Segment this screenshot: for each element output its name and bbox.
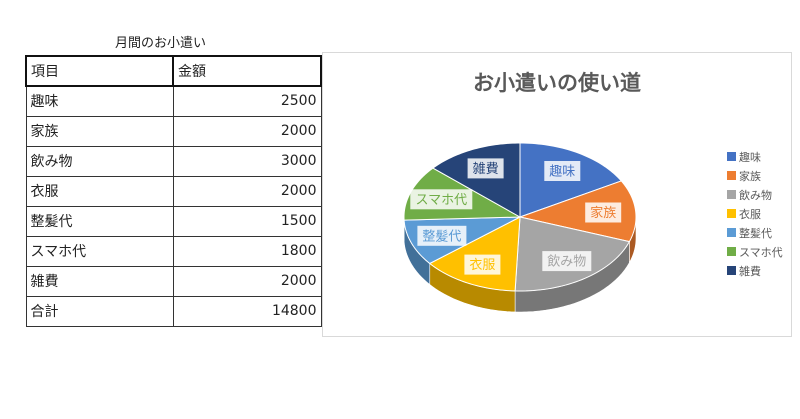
- table-row: 趣味 2500: [25, 85, 322, 117]
- legend-label: 雑費: [739, 264, 761, 278]
- cell-item[interactable]: 趣味: [25, 85, 174, 117]
- legend-item[interactable]: 衣服: [727, 204, 783, 223]
- cell-amount[interactable]: 2000: [172, 115, 322, 147]
- pie-slice-2[interactable]: [518, 180, 637, 243]
- label-box: [464, 254, 501, 275]
- pie-data-label: 家族: [585, 202, 622, 223]
- cell-amount[interactable]: 2000: [172, 175, 322, 207]
- cell-amount[interactable]: 1800: [172, 235, 322, 267]
- table-total-row: 合計 14800: [25, 295, 322, 327]
- legend-swatch: [727, 152, 736, 161]
- cell-amount[interactable]: 1500: [172, 205, 322, 237]
- cell-amount[interactable]: 3000: [172, 145, 322, 177]
- pie-data-label: 趣味: [544, 161, 581, 181]
- chart-title: お小遣いの使い道: [473, 71, 641, 95]
- label-box: [585, 202, 622, 223]
- header-item[interactable]: 項目: [25, 55, 174, 87]
- legend-swatch: [727, 247, 736, 256]
- table-row: 整髪代 1500: [25, 205, 322, 237]
- legend-label: 家族: [739, 169, 761, 183]
- cell-amount[interactable]: 2000: [172, 265, 322, 297]
- legend-swatch: [727, 266, 736, 275]
- pie-data-label: 雑費: [467, 158, 504, 179]
- legend-item[interactable]: 雑費: [727, 261, 783, 280]
- legend-label: 飲み物: [739, 188, 772, 202]
- label-text: 飲み物: [547, 254, 586, 270]
- total-label[interactable]: 合計: [25, 295, 174, 327]
- cell-item[interactable]: スマホ代: [25, 235, 174, 267]
- table-row: 衣服 2000: [25, 175, 322, 207]
- table-row: スマホ代 1800: [25, 235, 322, 267]
- table-row: 家族 2000: [25, 115, 322, 147]
- pie-data-label: 衣服: [464, 254, 501, 275]
- table-header-row: 項目 金額: [25, 55, 322, 87]
- label-box: [542, 251, 592, 272]
- pie-chart[interactable]: お小遣いの使い道 趣味 家族 飲み物 衣服 整髪代 スマホ代 雑費 趣味 家族 飲み物 衣服 整髪代…: [322, 52, 792, 337]
- label-box: [410, 189, 473, 210]
- legend-item[interactable]: 飲み物: [727, 185, 783, 204]
- cell-item[interactable]: 整髪代: [25, 205, 174, 237]
- label-text: スマホ代: [415, 193, 467, 208]
- cell-item[interactable]: 雑費: [25, 265, 174, 297]
- legend-label: 趣味: [739, 150, 761, 164]
- chart-legend: 趣味家族飲み物衣服整髪代スマホ代雑費: [727, 147, 783, 280]
- legend-label: 衣服: [739, 207, 761, 221]
- label-text: 趣味: [549, 165, 575, 180]
- header-amount[interactable]: 金額: [172, 55, 322, 87]
- legend-swatch: [727, 190, 736, 199]
- legend-item[interactable]: 家族: [727, 166, 783, 185]
- cell-amount[interactable]: 2500: [172, 85, 322, 117]
- table-row: 雑費 2000: [25, 265, 322, 297]
- cell-item[interactable]: 衣服: [25, 175, 174, 207]
- pie-data-label: スマホ代: [410, 189, 473, 210]
- label-text: 整髪代: [422, 229, 461, 244]
- legend-swatch: [727, 228, 736, 237]
- table-row: 飲み物 3000: [25, 145, 322, 177]
- pie-data-label: 飲み物: [542, 251, 592, 272]
- legend-label: 整髪代: [739, 226, 772, 240]
- legend-item[interactable]: 趣味: [727, 147, 783, 166]
- label-box: [467, 158, 504, 179]
- label-text: 衣服: [469, 257, 495, 273]
- sheet-title: 月間のお小遣い: [115, 36, 207, 51]
- legend-label: スマホ代: [739, 245, 783, 259]
- budget-table: 項目 金額 趣味 2500 家族 2000 飲み物 3000 衣服 2000 整…: [25, 55, 322, 327]
- legend-swatch: [727, 209, 736, 218]
- cell-item[interactable]: 家族: [25, 115, 174, 147]
- total-amount[interactable]: 14800: [172, 295, 322, 327]
- legend-item[interactable]: 整髪代: [727, 223, 783, 242]
- label-box: [417, 225, 467, 246]
- legend-item[interactable]: スマホ代: [727, 242, 783, 261]
- legend-swatch: [727, 171, 736, 180]
- pie-data-label: 整髪代: [417, 225, 467, 246]
- label-text: 家族: [590, 205, 616, 221]
- label-text: 雑費: [473, 161, 499, 177]
- cell-item[interactable]: 飲み物: [25, 145, 174, 177]
- label-box: [544, 161, 581, 181]
